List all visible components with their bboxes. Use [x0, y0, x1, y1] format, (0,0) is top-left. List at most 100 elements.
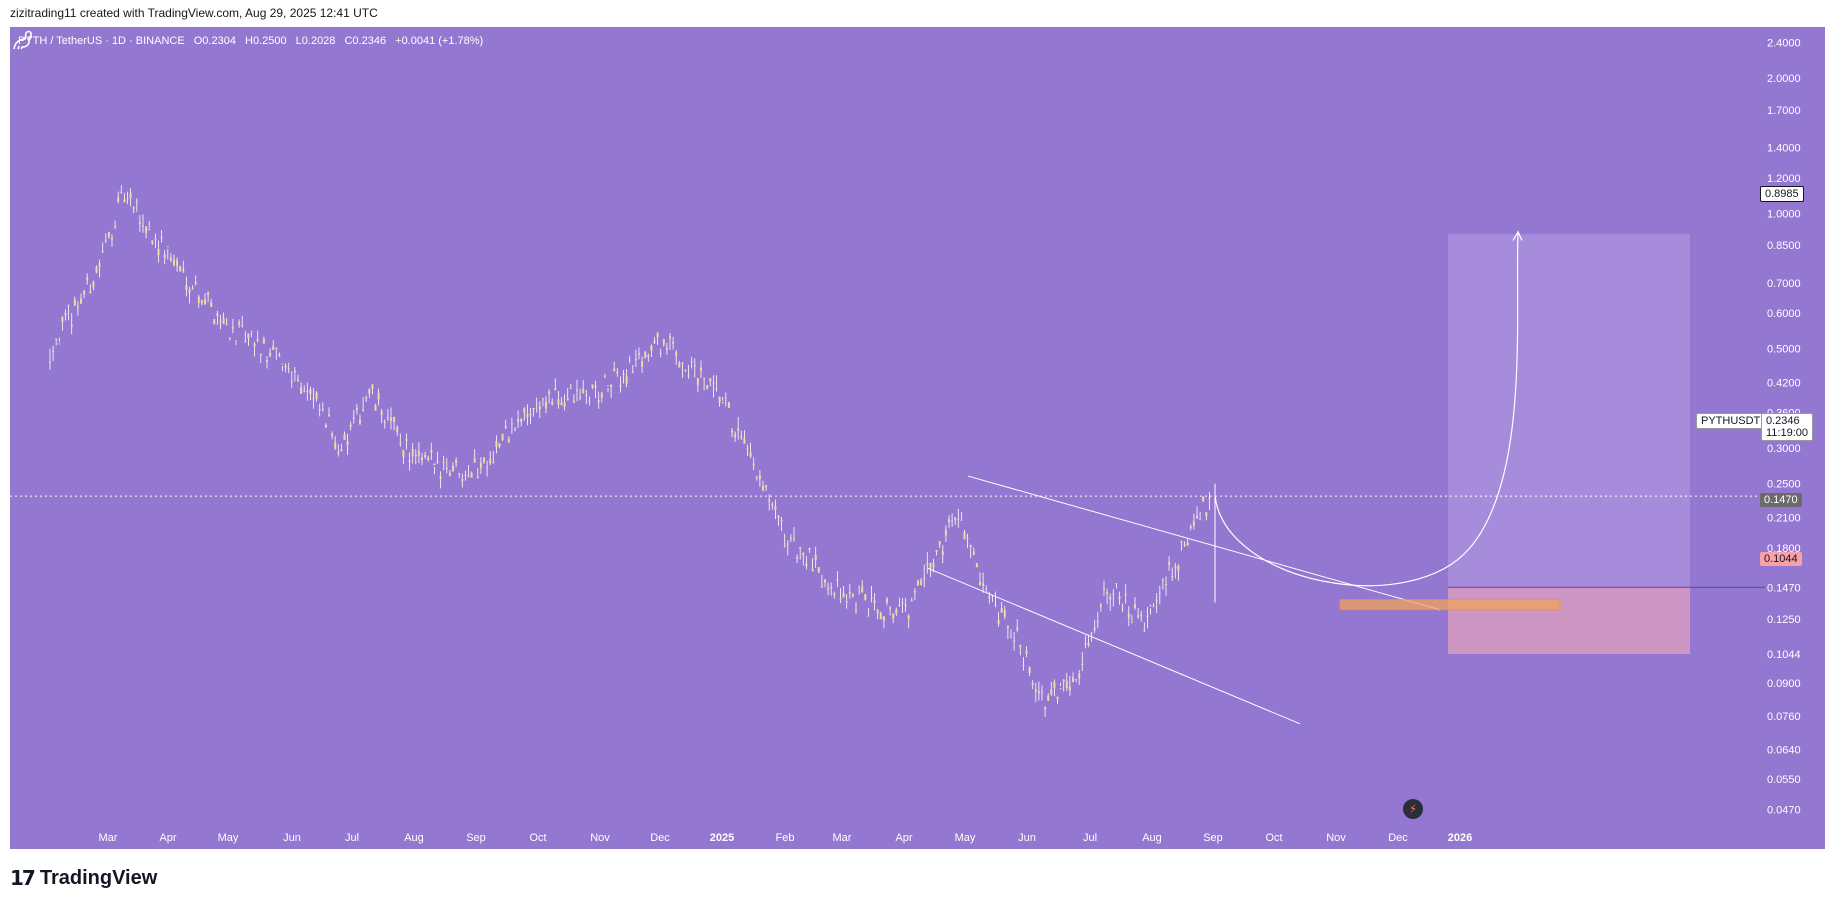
- candle-body: [926, 563, 929, 566]
- candle-body: [954, 517, 957, 520]
- candle-body: [492, 462, 495, 464]
- candle-body: [104, 240, 107, 242]
- candle-body: [1041, 691, 1043, 693]
- candle-body: [768, 499, 771, 502]
- candle-body: [982, 583, 985, 586]
- candle-body: [368, 389, 371, 394]
- candle-body: [473, 458, 476, 463]
- candle-body: [132, 207, 135, 209]
- candle-body: [287, 368, 290, 370]
- candle-body: [762, 485, 764, 491]
- candle-body: [944, 529, 947, 536]
- candle-body: [504, 425, 507, 428]
- candle-body: [718, 396, 721, 403]
- candle-body: [408, 460, 411, 463]
- stop-price-tag: 0.1044: [1760, 552, 1802, 566]
- candle-body: [365, 397, 368, 399]
- y-tick-label: 0.1044: [1767, 649, 1801, 661]
- x-tick-label: Nov: [590, 832, 610, 844]
- candle-body: [1174, 565, 1177, 568]
- candle-body: [588, 400, 591, 402]
- candle-body: [1161, 579, 1164, 581]
- candle-body: [191, 288, 194, 290]
- candle-body: [529, 413, 532, 415]
- candle-body: [988, 596, 991, 599]
- candle-body: [210, 302, 213, 308]
- candle-body: [1013, 640, 1016, 642]
- candle-body: [1047, 695, 1050, 701]
- candle-body: [560, 402, 563, 406]
- candle-body: [80, 298, 82, 304]
- candle-body: [1090, 633, 1093, 635]
- candle-body: [820, 586, 823, 588]
- candle-body: [442, 461, 445, 463]
- candle-body: [253, 343, 256, 347]
- candle-body: [380, 411, 383, 415]
- candle-body: [917, 580, 919, 586]
- candle-body: [1205, 512, 1208, 517]
- candle-body: [300, 386, 303, 394]
- candle-body: [241, 325, 244, 327]
- candle-body: [396, 427, 399, 433]
- candle-body: [145, 226, 148, 234]
- candle-body: [876, 610, 879, 614]
- candle-body: [1134, 604, 1136, 608]
- candle-body: [324, 424, 327, 428]
- candle-body: [858, 585, 861, 587]
- candle-body: [839, 598, 842, 600]
- candle-body: [861, 586, 864, 593]
- candle-body: [600, 392, 603, 398]
- candle-body: [1183, 544, 1186, 546]
- y-tick-label: 1.7000: [1767, 105, 1801, 117]
- candle-body: [219, 321, 222, 323]
- candle-body: [507, 439, 510, 443]
- candle-body: [1065, 680, 1068, 688]
- candle-body: [786, 543, 789, 545]
- y-tick-label: 0.1800: [1767, 543, 1801, 555]
- candle-body: [650, 345, 653, 351]
- candle-body: [1177, 565, 1180, 571]
- dinosaur-watermark-icon: [13, 30, 32, 50]
- candle-body: [1028, 667, 1031, 674]
- candle-body: [517, 419, 520, 423]
- candle-body: [1152, 606, 1155, 608]
- candle-body: [997, 619, 1000, 624]
- candle-body: [315, 392, 318, 399]
- tradingview-footer[interactable]: 17 TradingView: [10, 866, 157, 890]
- y-tick-label: 2.4000: [1767, 38, 1801, 50]
- candle-body: [616, 371, 619, 374]
- candle-body: [541, 398, 544, 400]
- candle-body: [737, 428, 740, 431]
- chart-area[interactable]: 2.4000 2.0000 1.7000 1.4000 1.2000 1.0000 0.85…: [10, 27, 1825, 849]
- candle-body: [1031, 682, 1034, 686]
- candle-body: [1143, 630, 1146, 632]
- candle-body: [848, 591, 851, 594]
- candle-body: [61, 316, 64, 322]
- candle-body: [985, 588, 988, 590]
- candle-body: [476, 476, 479, 479]
- y-tick-label: 1.0000: [1767, 208, 1801, 220]
- candle-body: [889, 607, 892, 609]
- lightning-bolt-icon[interactable]: ⚡: [1403, 799, 1423, 819]
- candle-body: [979, 581, 981, 586]
- candle-body: [510, 423, 513, 425]
- wedge-upper-line: [967, 475, 1441, 611]
- candle-body: [669, 336, 671, 339]
- candle-body: [535, 403, 538, 405]
- candle-body: [619, 384, 622, 387]
- candle-body: [262, 338, 265, 344]
- candle-body: [73, 299, 76, 306]
- candle-body: [597, 400, 600, 403]
- candle-body: [1072, 677, 1074, 682]
- chart-svg[interactable]: 2.4000 2.0000 1.7000 1.4000 1.2000 1.0000 0.85…: [10, 27, 1825, 849]
- y-tick-label: 0.3000: [1767, 443, 1801, 455]
- candle-body: [486, 467, 489, 469]
- candle-body: [138, 222, 141, 224]
- candle-body: [706, 384, 709, 390]
- candle-body: [83, 290, 86, 295]
- candle-body: [238, 322, 241, 325]
- candle-body: [256, 339, 259, 341]
- x-tick-label: Jul: [1083, 832, 1097, 844]
- x-tick-label: Dec: [1388, 832, 1408, 844]
- candle-body: [331, 433, 334, 437]
